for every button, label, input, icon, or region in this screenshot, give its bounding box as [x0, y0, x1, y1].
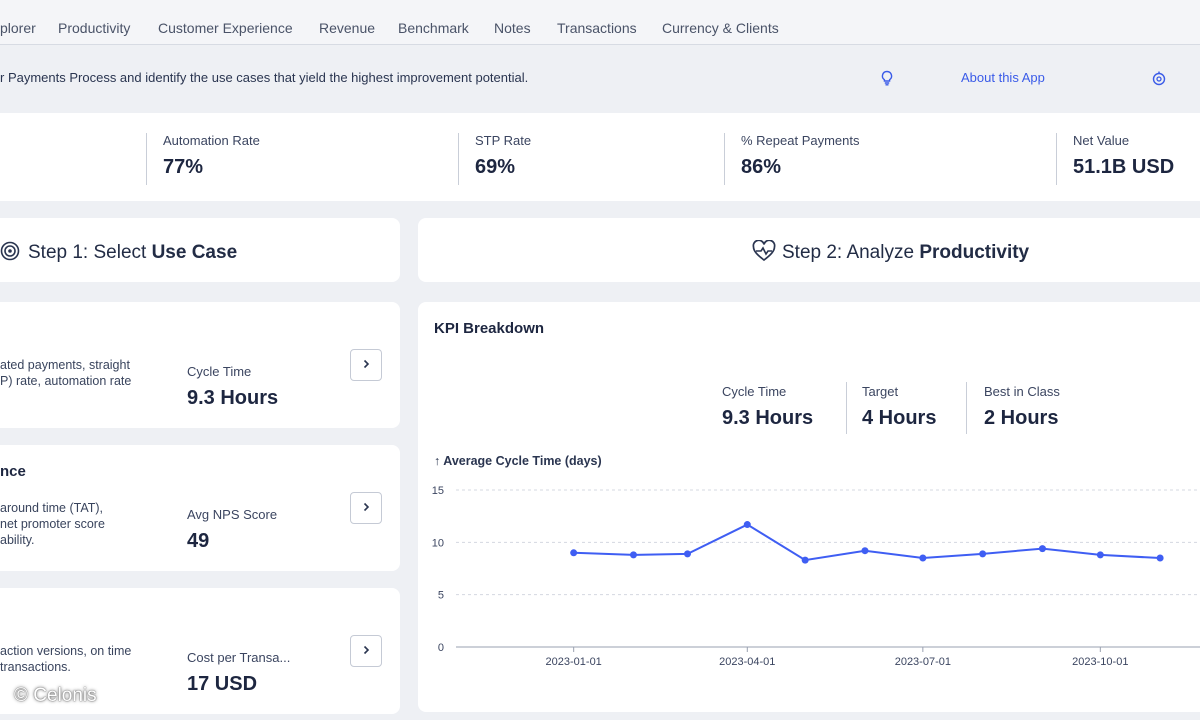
kpi-label: % Repeat Payments [741, 133, 860, 148]
chevron-right-icon [361, 642, 371, 660]
chevron-right-icon [361, 356, 371, 374]
kpi-label: Net Value [1073, 133, 1130, 148]
kpi-value: 69% [475, 156, 516, 178]
kpi-automation-rate: Automation Rate 77% [146, 133, 260, 185]
breakdown-value: 2 Hours [984, 407, 1059, 429]
kpi-value: 51.1B USD [1073, 156, 1175, 178]
heart-pulse-icon [752, 239, 776, 262]
cycle-time-line-chart: 0 5 10 15 2023-01-01 2023-04-01 2023-07-01 2023… [432, 485, 1200, 668]
use-case-card[interactable]: ated payments, straight P) rate, automat… [0, 302, 400, 428]
data-point [1156, 554, 1164, 562]
y-tick-label: 15 [432, 485, 444, 497]
kpi-label: STP Rate [475, 133, 532, 148]
chart-y-axis-label: ↑ Average Cycle Time (days) [434, 454, 602, 468]
lightbulb-icon[interactable] [879, 70, 895, 86]
kpi-breakdown-title: KPI Breakdown [434, 320, 545, 337]
use-case-metric-label: Cost per Transa... [187, 650, 291, 665]
kpi-label: Automation Rate [163, 133, 260, 148]
kpi-strip: Automation Rate 77% STP Rate 69% % Repea… [0, 113, 1200, 201]
step2-card: Step 2: Analyze Productivity [418, 218, 1200, 282]
breakdown-best-in-class: Best in Class 2 Hours [984, 384, 1060, 434]
info-bar: r Payments Process and identify the use … [0, 46, 1200, 112]
breakdown-label: Cycle Time [722, 384, 787, 399]
copyright-watermark: © Celonis [14, 685, 97, 706]
step1-card: Step 1: Select Use Case [0, 218, 400, 282]
app-description: r Payments Process and identify the use … [0, 70, 529, 85]
breakdown-value: 4 Hours [862, 407, 937, 429]
data-point [570, 549, 578, 557]
kpi-repeat-payments: % Repeat Payments 86% [724, 133, 860, 185]
step2-title: Step 2: Analyze Productivity [782, 242, 1030, 263]
tab-revenue[interactable]: Revenue [319, 20, 376, 36]
data-point [801, 556, 809, 564]
use-case-card[interactable]: action versions, on time transactions. C… [0, 588, 400, 714]
use-case-description: ated payments, straight P) rate, automat… [0, 358, 132, 388]
x-tick-label: 2023-07-01 [895, 656, 951, 668]
tab-customer-experience[interactable]: Customer Experience [158, 20, 293, 36]
y-tick-label: 5 [438, 590, 444, 602]
data-point [629, 551, 637, 559]
use-case-metric-label: Cycle Time [187, 364, 252, 379]
use-case-metric-label: Avg NPS Score [187, 507, 278, 522]
data-point [683, 550, 691, 558]
kpi-value: 77% [163, 156, 204, 178]
use-case-card[interactable]: nce around time (TAT), net promoter scor… [0, 445, 400, 571]
tab-currency-clients[interactable]: Currency & Clients [662, 20, 779, 36]
use-case-description: around time (TAT), net promoter score ab… [0, 501, 105, 547]
use-case-description: action versions, on time transactions. [0, 644, 132, 674]
open-use-case-button[interactable] [350, 492, 382, 524]
x-tick-label: 2023-04-01 [719, 656, 775, 668]
use-case-metric-value: 49 [187, 530, 210, 552]
use-case-title: nce [0, 463, 26, 480]
tab-benchmark[interactable]: Benchmark [398, 20, 469, 36]
droplet-icon[interactable] [1151, 70, 1167, 86]
y-tick-label: 0 [438, 642, 444, 654]
breakdown-label: Target [862, 384, 899, 399]
data-point [743, 521, 751, 529]
breakdown-cycle-time: Cycle Time 9.3 Hours [722, 384, 813, 434]
divider [966, 382, 967, 434]
y-tick-label: 10 [432, 537, 444, 549]
data-point [1096, 551, 1104, 559]
kpi-net-value: Net Value 51.1B USD [1056, 133, 1174, 185]
breakdown-value: 9.3 Hours [722, 407, 814, 429]
about-app-link[interactable]: About this App [961, 70, 1045, 85]
data-point [1038, 545, 1046, 553]
breakdown-target: Target 4 Hours [862, 384, 936, 434]
open-use-case-button[interactable] [350, 349, 382, 381]
breakdown-label: Best in Class [984, 384, 1060, 399]
step1-title: Step 1: Select Use Case [28, 242, 238, 263]
chevron-right-icon [361, 499, 371, 517]
divider [846, 382, 847, 434]
tab-productivity[interactable]: Productivity [58, 20, 131, 36]
use-case-metric-value: 9.3 Hours [187, 387, 279, 409]
x-tick-label: 2023-01-01 [546, 656, 602, 668]
x-tick-label: 2023-10-01 [1072, 656, 1128, 668]
kpi-stp-rate: STP Rate 69% [458, 133, 531, 185]
kpi-value: 86% [741, 156, 782, 178]
use-case-metric-value: 17 USD [187, 673, 258, 695]
kpi-breakdown-card: KPI Breakdown Cycle Time 9.3 Hours Targe… [418, 302, 1200, 712]
target-icon [0, 241, 20, 261]
top-nav: plorer Productivity Customer Experience … [0, 0, 1200, 45]
tab-notes[interactable]: Notes [494, 20, 531, 36]
tab-explorer[interactable]: plorer [0, 20, 36, 36]
data-point [919, 554, 927, 562]
data-point [861, 547, 869, 555]
open-use-case-button[interactable] [350, 635, 382, 667]
tab-transactions[interactable]: Transactions [557, 20, 637, 36]
data-point [979, 550, 987, 558]
